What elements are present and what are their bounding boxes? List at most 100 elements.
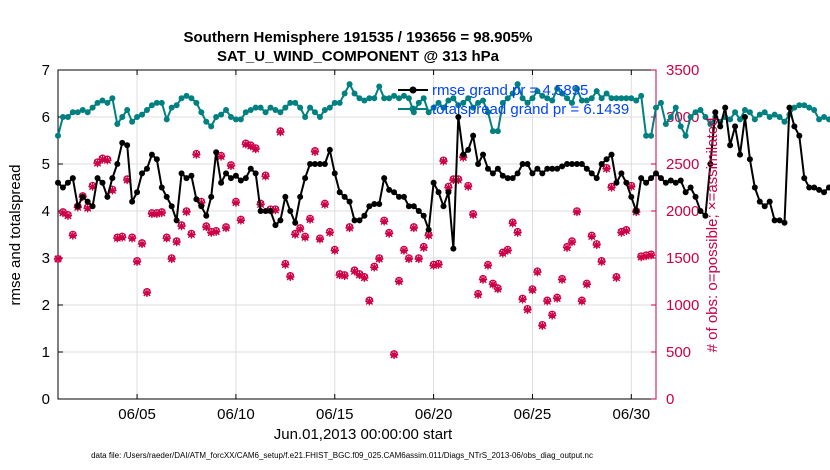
spread-marker (687, 114, 694, 120)
obs-assimilated-marker (533, 267, 542, 277)
plot-frame (57, 69, 657, 400)
obs-assimilated-marker (132, 257, 142, 266)
obs-assimilated-marker (365, 297, 374, 306)
rmse-marker (712, 109, 719, 116)
rmse-marker (326, 146, 333, 153)
obs-assimilated-marker (325, 228, 334, 237)
spread-marker (168, 104, 175, 111)
spread-marker (316, 114, 323, 120)
obs-assimilated-marker (597, 257, 606, 266)
rmse-marker (223, 170, 230, 177)
spread-marker (341, 90, 348, 97)
obs-assimilated-marker (414, 254, 423, 264)
spread-marker (559, 90, 566, 97)
rmse-marker (232, 172, 239, 179)
spread-marker (519, 95, 526, 102)
spread-marker (193, 99, 200, 106)
obs-assimilated-marker (345, 223, 354, 233)
spread-marker (311, 109, 318, 116)
spread-marker (825, 116, 830, 123)
spread-marker (633, 97, 640, 104)
rmse-marker (771, 217, 778, 224)
rmse-marker (544, 165, 551, 172)
spread-marker (178, 95, 185, 102)
rmse-marker (381, 175, 388, 182)
spread-marker (588, 95, 595, 102)
obs-assimilated-marker (394, 277, 404, 286)
rmse-marker (697, 208, 704, 214)
spread-marker (509, 90, 516, 97)
rmse-marker (247, 165, 254, 172)
rmse-marker (732, 123, 739, 130)
rmse-marker (608, 151, 615, 158)
spread-marker (801, 102, 808, 109)
spread-marker (94, 99, 101, 106)
rmse-marker (786, 104, 793, 111)
rmse-marker (415, 208, 422, 214)
spread-marker (213, 114, 220, 120)
spread-marker (376, 83, 383, 90)
rmse-marker (465, 146, 472, 153)
rmse-marker (682, 189, 689, 196)
right-y-tick-label: 2000 (666, 203, 699, 220)
obs-assimilated-marker (157, 208, 166, 218)
rmse-marker (534, 165, 541, 172)
spread-marker (425, 109, 432, 116)
x-axis-ticks: 06/05 06/10 06/15 06/20 06/25 06/30 (118, 70, 650, 423)
rmse-marker (687, 184, 694, 191)
obs-assimilated-marker (261, 172, 270, 181)
spread-marker (89, 104, 96, 111)
spread-marker (415, 99, 422, 106)
left-y-tick-label: 0 (42, 391, 50, 408)
obs-assimilated-marker (216, 152, 226, 161)
rmse-marker (806, 184, 813, 191)
rmse-marker (257, 208, 264, 214)
obs-assimilated-marker (202, 222, 211, 232)
obs-assimilated-marker (226, 161, 236, 171)
obs-assimilated-marker (340, 271, 349, 281)
right-y-tick-label: 1500 (666, 250, 699, 267)
right-y-tick-label: 2500 (666, 156, 699, 173)
obs-assimilated-marker (310, 147, 320, 156)
obs-assimilated-marker (592, 240, 601, 249)
spread-marker (336, 99, 343, 106)
rmse-marker (282, 193, 289, 200)
spread-marker (366, 95, 373, 102)
spread-marker (702, 114, 709, 120)
obs-assimilated-marker (192, 150, 201, 159)
spread-marker (628, 95, 635, 102)
rmse-marker (825, 184, 830, 191)
rmse-marker (198, 203, 205, 210)
totalspread-series (55, 81, 830, 139)
obs-assimilated-marker (503, 246, 512, 255)
spread-marker (139, 111, 146, 118)
spread-marker (761, 109, 768, 116)
obs-assimilated-marker (152, 209, 162, 218)
rmse-marker (583, 165, 590, 172)
rmse-marker (529, 170, 536, 177)
rmse-marker (346, 198, 353, 205)
spread-marker (346, 81, 353, 88)
spread-marker (104, 99, 111, 106)
obs-assimilated-marker (211, 227, 221, 236)
obs-assimilated-marker (513, 228, 522, 237)
spread-marker (821, 114, 828, 120)
obs-assimilated-marker (241, 140, 250, 149)
spread-marker (692, 109, 699, 116)
spread-marker (544, 95, 551, 102)
spread-marker (262, 109, 269, 116)
spread-marker (405, 95, 412, 102)
obs-assimilated-marker (439, 157, 448, 166)
rmse-marker (722, 104, 729, 111)
legend-spread-marker (409, 105, 417, 113)
rmse-marker (756, 198, 763, 205)
rmse-marker (480, 151, 487, 158)
data-file-footnote: data file: /Users/raeder/DAI/ATM_forcXX/… (91, 451, 593, 460)
rmse-marker (648, 175, 655, 182)
spread-marker (653, 104, 659, 111)
left-y-tick-label: 7 (42, 62, 50, 79)
spread-marker (198, 109, 205, 116)
spread-marker (618, 95, 625, 102)
obs-assimilated-marker (518, 295, 527, 304)
rmse-marker (554, 165, 561, 172)
